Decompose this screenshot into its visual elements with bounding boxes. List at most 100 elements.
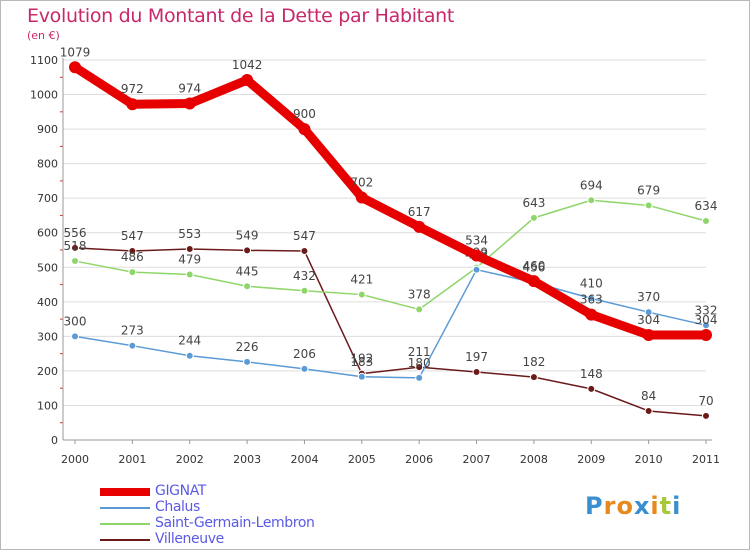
data-label-villeneuve: 556 xyxy=(64,226,87,240)
x-tick-label: 2009 xyxy=(577,453,605,466)
legend-swatch-villeneuve xyxy=(100,539,150,541)
logo-letter: o xyxy=(616,492,634,520)
data-point-gignat xyxy=(298,123,311,136)
legend-swatch-saint-germain-lembron xyxy=(100,523,150,525)
data-label-villeneuve: 192 xyxy=(350,352,373,366)
data-label-chalus: 206 xyxy=(293,347,316,361)
data-label-villeneuve: 197 xyxy=(465,350,488,364)
y-tick-label: 600 xyxy=(37,227,58,240)
data-point-gignat xyxy=(527,275,540,288)
data-point-saint-germain-lembron xyxy=(128,268,137,277)
y-tick-label: 400 xyxy=(37,296,58,309)
data-label-chalus: 183 xyxy=(350,355,373,369)
data-label-villeneuve: 547 xyxy=(293,229,316,243)
series-line-saint-germain-lembron xyxy=(74,199,707,311)
y-tick-label: 300 xyxy=(37,330,58,343)
data-label-gignat: 702 xyxy=(350,175,373,189)
data-point-villeneuve xyxy=(71,243,79,252)
legend-label-saint-germain-lembron: Saint-Germain-Lembron xyxy=(155,515,315,531)
data-label-chalus: 244 xyxy=(178,334,201,348)
data-label-gignat: 304 xyxy=(695,313,718,327)
data-label-villeneuve: 84 xyxy=(641,389,656,403)
x-tick-label: 2006 xyxy=(405,453,433,466)
data-point-gignat xyxy=(241,74,254,87)
legend-label-villeneuve: Villeneuve xyxy=(155,531,224,547)
data-point-villeneuve xyxy=(185,244,194,253)
logo-letter: r xyxy=(603,492,617,520)
data-point-saint-germain-lembron xyxy=(702,216,710,225)
logo-letter: x xyxy=(633,492,651,520)
data-label-chalus: 332 xyxy=(695,303,718,317)
data-point-gignat xyxy=(642,328,655,341)
data-label-villeneuve: 549 xyxy=(236,228,259,242)
x-tick-label: 2003 xyxy=(233,453,261,466)
data-label-saint-germain-lembron: 432 xyxy=(293,269,316,283)
data-point-chalus xyxy=(300,364,309,373)
data-label-villeneuve: 182 xyxy=(522,355,545,369)
data-label-chalus: 226 xyxy=(236,340,259,354)
x-tick-label: 2011 xyxy=(692,453,720,466)
data-point-chalus xyxy=(185,351,194,360)
data-label-villeneuve: 553 xyxy=(178,227,201,241)
data-label-chalus: 180 xyxy=(408,356,431,370)
data-point-saint-germain-lembron xyxy=(71,257,79,266)
x-tick-label: 2008 xyxy=(520,453,548,466)
chart-title: Evolution du Montant de la Dette par Hab… xyxy=(27,5,455,27)
data-label-gignat: 460 xyxy=(522,259,545,273)
legend-swatch-chalus xyxy=(100,507,150,509)
data-point-saint-germain-lembron xyxy=(587,196,596,205)
y-tick-label: 800 xyxy=(37,158,58,171)
y-tick-label: 700 xyxy=(37,192,58,205)
series-line-villeneuve xyxy=(74,247,707,417)
series-line-gignat xyxy=(70,62,711,340)
data-point-villeneuve xyxy=(128,247,137,256)
x-tick-label: 2002 xyxy=(176,453,204,466)
data-label-saint-germain-lembron: 518 xyxy=(64,239,87,253)
data-label-villeneuve: 148 xyxy=(580,367,603,381)
logo-letter: t xyxy=(659,492,673,520)
data-label-gignat: 1042 xyxy=(232,58,263,72)
data-point-saint-germain-lembron xyxy=(644,201,653,210)
y-tick-label: 900 xyxy=(37,123,58,136)
data-point-villeneuve xyxy=(702,411,710,420)
proxiti-logo: Proxiti xyxy=(585,492,681,520)
data-point-villeneuve xyxy=(300,247,309,256)
data-label-gignat: 974 xyxy=(178,82,201,96)
data-label-saint-germain-lembron: 445 xyxy=(236,264,259,278)
data-point-chalus xyxy=(357,372,366,381)
x-tick-label: 2004 xyxy=(290,453,318,466)
y-tick-label: 1100 xyxy=(30,54,58,67)
data-label-saint-germain-lembron: 378 xyxy=(408,287,431,301)
data-point-chalus xyxy=(71,332,79,341)
data-label-gignat: 900 xyxy=(293,107,316,121)
data-point-villeneuve xyxy=(644,406,653,415)
legend-label-gignat: GIGNAT xyxy=(155,483,206,499)
data-point-chalus xyxy=(128,341,137,350)
logo-letter: i xyxy=(672,492,682,520)
data-label-saint-germain-lembron: 679 xyxy=(637,183,660,197)
data-point-saint-germain-lembron xyxy=(415,305,424,314)
y-tick-label: 100 xyxy=(37,399,58,412)
data-label-saint-germain-lembron: 479 xyxy=(178,253,201,267)
data-point-gignat xyxy=(413,220,426,233)
data-label-chalus: 273 xyxy=(121,324,144,338)
data-point-saint-germain-lembron xyxy=(357,290,366,299)
data-point-gignat xyxy=(69,61,81,74)
x-tick-label: 2005 xyxy=(348,453,376,466)
series-line-chalus xyxy=(74,268,707,379)
logo-letter: P xyxy=(585,492,604,520)
data-point-saint-germain-lembron xyxy=(529,213,538,222)
data-label-villeneuve: 211 xyxy=(408,345,431,359)
data-point-saint-germain-lembron xyxy=(243,282,252,291)
data-point-chalus xyxy=(415,373,424,382)
data-label-gignat: 534 xyxy=(465,234,488,248)
data-point-gignat xyxy=(183,97,196,110)
data-point-chalus xyxy=(644,308,653,317)
data-point-chalus xyxy=(472,265,481,274)
data-label-gignat: 972 xyxy=(121,82,144,96)
data-point-chalus xyxy=(243,357,252,366)
data-label-saint-germain-lembron: 486 xyxy=(121,250,144,264)
data-point-villeneuve xyxy=(587,384,596,393)
